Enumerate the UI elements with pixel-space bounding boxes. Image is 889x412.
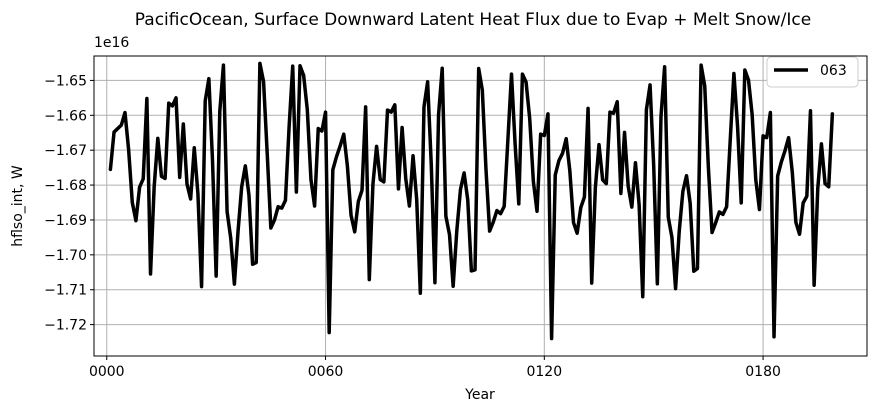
y-axis: −1.72 −1.71 −1.70 −1.69 −1.68 −1.67 −1.66 −1.65 (44, 73, 94, 334)
series-line (108, 61, 835, 341)
y-tick-label: −1.71 (44, 283, 87, 299)
y-tick-label: −1.69 (44, 213, 87, 229)
y-tick-label: −1.66 (44, 108, 87, 124)
legend-label: 063 (820, 63, 847, 79)
x-axis: 0000 0060 0120 0180 (89, 356, 781, 380)
grid (94, 56, 867, 356)
y-axis-label: hflso_int, W (10, 165, 26, 247)
y-tick-label: −1.68 (44, 178, 87, 194)
y-tick-label: −1.72 (44, 318, 87, 334)
y-offset-label: 1e16 (94, 35, 129, 51)
y-tick-label: −1.70 (44, 248, 87, 264)
x-tick-label: 0120 (526, 364, 562, 380)
y-tick-label: −1.67 (44, 143, 87, 159)
x-tick-label: 0000 (89, 364, 125, 380)
chart-title: PacificOcean, Surface Downward Latent He… (135, 10, 811, 30)
y-tick-label: −1.65 (44, 73, 87, 89)
legend-box (766, 56, 859, 88)
series-group (108, 61, 835, 341)
x-tick-label: 0060 (308, 364, 344, 380)
plot-frame (93, 55, 868, 357)
legend: 063 (766, 56, 859, 88)
x-axis-label: Year (464, 387, 495, 403)
x-tick-label: 0180 (745, 364, 781, 380)
